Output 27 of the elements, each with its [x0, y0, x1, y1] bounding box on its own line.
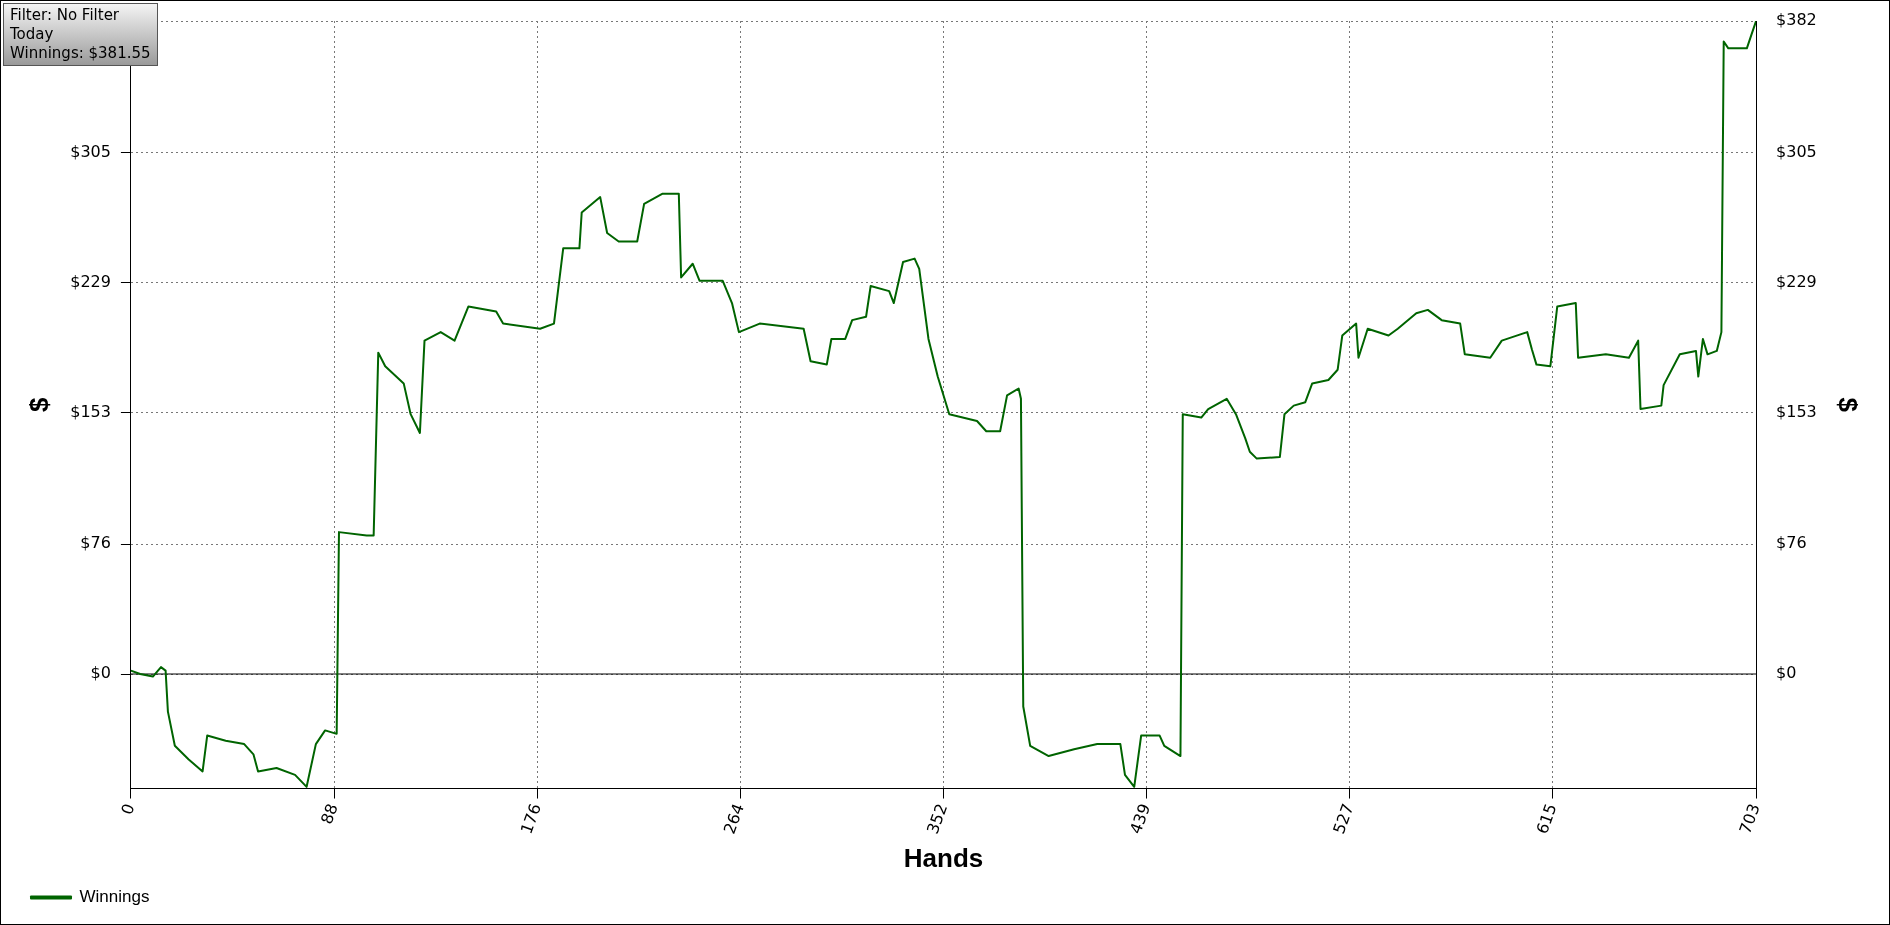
- x-tick-label: 527: [1329, 801, 1358, 837]
- x-tick-label: 0: [117, 801, 139, 818]
- y2-tick-label: $153: [1776, 401, 1817, 421]
- y-axis-title: $: [23, 397, 54, 412]
- y-tick-label: $153: [70, 401, 111, 421]
- y-tick-label: $305: [70, 141, 111, 161]
- y-tick-label: $76: [80, 533, 111, 553]
- y-tick-label: $0: [90, 663, 111, 683]
- x-axis-title: Hands: [903, 842, 984, 873]
- text: Filter: No Filter: [10, 6, 121, 25]
- y2-tick-label: $0: [1776, 663, 1797, 683]
- y2-axis-title: $: [1833, 397, 1864, 413]
- x-tick-label: 176: [516, 801, 545, 837]
- annotation: Winnings: $381.55: [10, 44, 151, 63]
- text: Today: [10, 25, 55, 44]
- y-tick-label: $229: [70, 271, 111, 291]
- x-tick-label: 703: [1735, 801, 1764, 837]
- y2-tick-label: $229: [1776, 271, 1817, 291]
- x-tick-label: 88: [316, 801, 342, 827]
- x-tick-label: 439: [1126, 801, 1155, 837]
- x-tick-label: 264: [719, 801, 749, 837]
- y2-tick-label: $305: [1776, 141, 1817, 161]
- x-tick-label: 352: [922, 801, 952, 837]
- legend-label: Winnings: [79, 887, 150, 907]
- y2-tick-label: $76: [1776, 533, 1807, 553]
- y2-tick-label: $382: [1776, 10, 1817, 30]
- x-tick-label: 615: [1532, 801, 1561, 837]
